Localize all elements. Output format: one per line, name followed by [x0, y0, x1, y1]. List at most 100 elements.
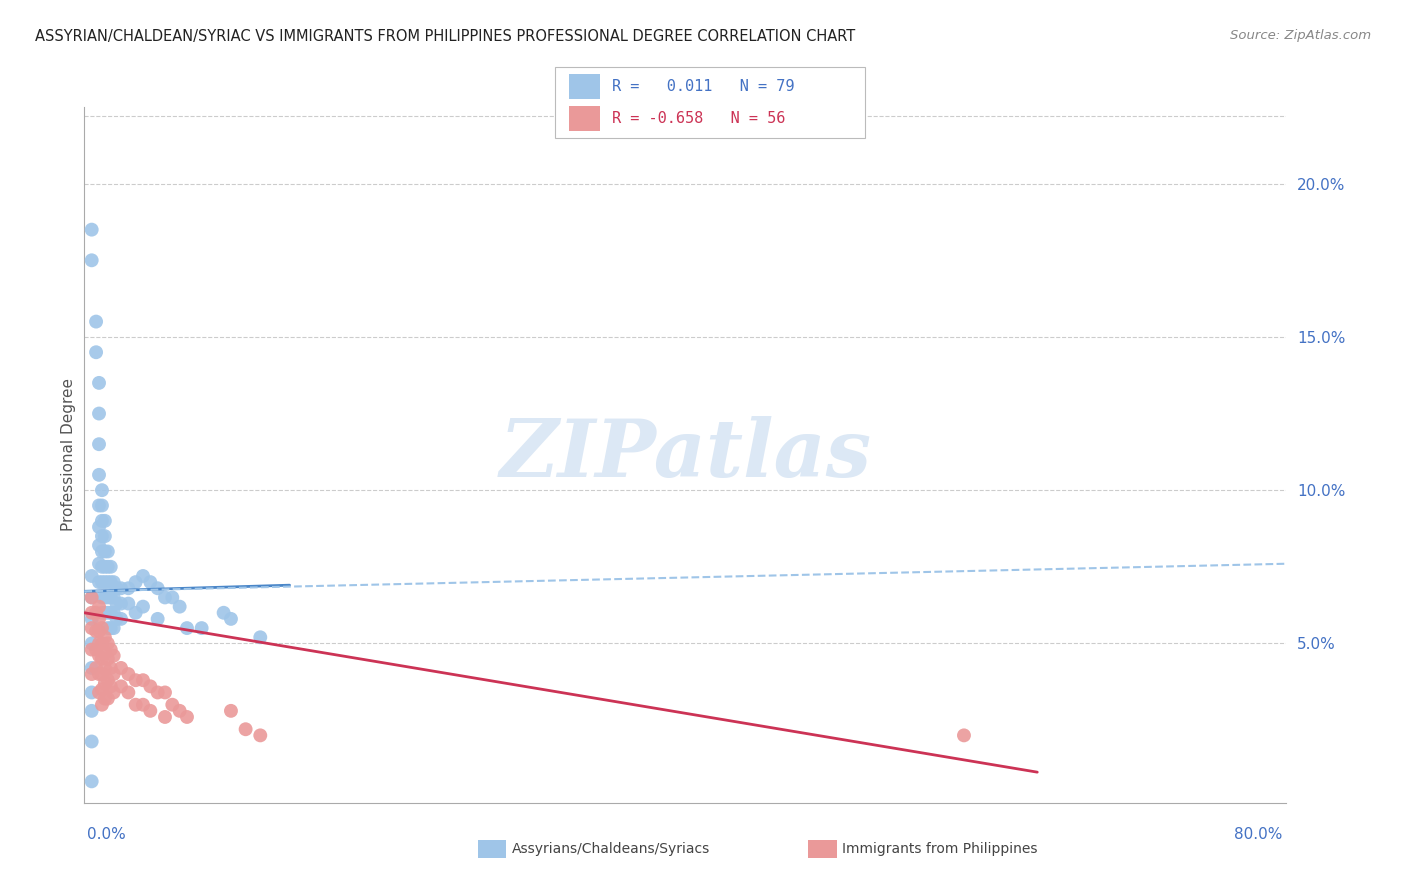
Point — [80, 591, 103, 605]
Point — [94, 529, 117, 543]
Point — [91, 544, 114, 558]
Text: Assyrians/Chaldeans/Syriacs: Assyrians/Chaldeans/Syriacs — [512, 842, 710, 856]
Point — [87, 667, 110, 681]
Point — [103, 685, 125, 699]
Point — [87, 437, 110, 451]
Point — [91, 621, 114, 635]
Point — [80, 661, 103, 675]
Point — [176, 710, 198, 724]
Point — [105, 581, 128, 595]
Point — [91, 667, 114, 681]
Point — [212, 606, 235, 620]
Point — [80, 621, 103, 635]
Point — [146, 685, 169, 699]
Point — [91, 499, 114, 513]
Point — [84, 315, 107, 329]
Point — [162, 698, 184, 712]
Point — [117, 597, 139, 611]
Point — [103, 591, 125, 605]
Point — [124, 698, 146, 712]
Point — [110, 661, 132, 675]
Point — [94, 691, 117, 706]
Point — [132, 698, 155, 712]
Y-axis label: Professional Degree: Professional Degree — [60, 378, 76, 532]
Point — [105, 597, 128, 611]
Point — [153, 710, 176, 724]
Point — [249, 630, 271, 644]
Point — [117, 685, 139, 699]
Text: ASSYRIAN/CHALDEAN/SYRIAC VS IMMIGRANTS FROM PHILIPPINES PROFESSIONAL DEGREE CORR: ASSYRIAN/CHALDEAN/SYRIAC VS IMMIGRANTS F… — [35, 29, 855, 44]
Point — [97, 575, 120, 590]
Point — [87, 520, 110, 534]
Point — [91, 514, 114, 528]
Point — [100, 661, 122, 675]
Point — [87, 612, 110, 626]
Point — [94, 676, 117, 690]
Point — [91, 529, 114, 543]
Point — [97, 673, 120, 688]
Point — [97, 636, 120, 650]
Point — [84, 606, 107, 620]
Text: R = -0.658   N = 56: R = -0.658 N = 56 — [612, 111, 785, 126]
Point — [100, 606, 122, 620]
Point — [80, 612, 103, 626]
Point — [94, 559, 117, 574]
Point — [100, 591, 122, 605]
Point — [132, 673, 155, 688]
Point — [110, 612, 132, 626]
Point — [91, 591, 114, 605]
Point — [103, 575, 125, 590]
Point — [91, 682, 114, 697]
Point — [153, 591, 176, 605]
Point — [94, 646, 117, 660]
Point — [139, 575, 162, 590]
Point — [110, 581, 132, 595]
Point — [87, 624, 110, 639]
Point — [84, 661, 107, 675]
Point — [80, 704, 103, 718]
Point — [97, 544, 120, 558]
Point — [97, 691, 120, 706]
Point — [87, 499, 110, 513]
Point — [97, 559, 120, 574]
Point — [249, 728, 271, 742]
Point — [219, 612, 242, 626]
Point — [124, 575, 146, 590]
Point — [100, 621, 122, 635]
Point — [94, 661, 117, 675]
Point — [153, 685, 176, 699]
Point — [87, 557, 110, 571]
Point — [87, 575, 110, 590]
Point — [80, 222, 103, 236]
Point — [97, 621, 120, 635]
Point — [105, 612, 128, 626]
Point — [100, 679, 122, 693]
Point — [87, 538, 110, 552]
Point — [110, 679, 132, 693]
Point — [162, 591, 184, 605]
Point — [94, 591, 117, 605]
Point — [80, 667, 103, 681]
Point — [87, 648, 110, 663]
Point — [132, 599, 155, 614]
Point — [100, 575, 122, 590]
Point — [139, 679, 162, 693]
Point — [139, 704, 162, 718]
Point — [80, 642, 103, 657]
Point — [84, 624, 107, 639]
Point — [84, 642, 107, 657]
Text: 0.0%: 0.0% — [87, 827, 127, 841]
Text: Source: ZipAtlas.com: Source: ZipAtlas.com — [1230, 29, 1371, 42]
Point — [91, 652, 114, 666]
Point — [91, 636, 114, 650]
Point — [124, 673, 146, 688]
Text: Immigrants from Philippines: Immigrants from Philippines — [842, 842, 1038, 856]
Point — [80, 569, 103, 583]
Point — [103, 606, 125, 620]
Point — [91, 575, 114, 590]
Point — [132, 569, 155, 583]
Point — [146, 612, 169, 626]
Point — [94, 544, 117, 558]
Point — [87, 599, 110, 614]
Point — [100, 642, 122, 657]
